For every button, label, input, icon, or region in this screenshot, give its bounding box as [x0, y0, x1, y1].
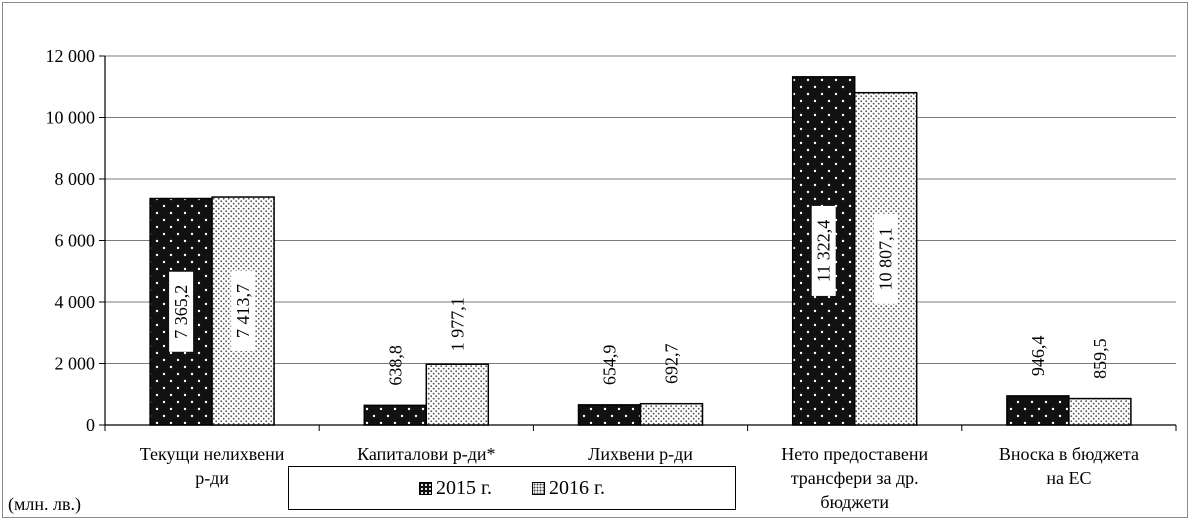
data-label: 10 807,1 [873, 213, 898, 304]
category-label: бюджети [820, 492, 889, 512]
category-label: р-ди [195, 468, 229, 488]
data-label: 638,8 [385, 345, 405, 386]
data-label-bg [231, 271, 256, 352]
y-tick-label: 10 000 [46, 108, 96, 128]
legend-swatch-2016 [532, 481, 545, 495]
legend-item-2015: 2015 г. [419, 477, 492, 500]
bar-2016 г. [425, 363, 490, 426]
data-labels: 7 365,2 7 413,7 638,8 1 977,1 654,9 692,7 11 3… [169, 205, 1110, 386]
data-label-text: 946,4 [1028, 336, 1048, 377]
bar-2015 г. [577, 404, 642, 426]
data-label: 859,5 [1090, 338, 1110, 379]
data-label-bg [169, 271, 194, 352]
bar-2015 г. [1006, 395, 1070, 426]
data-label-text: 638,8 [385, 345, 405, 386]
category-label: Нето предоставени [781, 444, 928, 464]
y-tick-label: 12 000 [46, 46, 96, 66]
y-tick-label: 2 000 [55, 354, 96, 374]
data-label-text: 859,5 [1090, 338, 1110, 379]
y-axis-ticks: 0 2 000 4 000 6 000 8 000 10 000 12 000 [46, 46, 1177, 435]
data-label: 654,9 [600, 345, 620, 386]
data-label-text: 654,9 [600, 345, 620, 386]
unit-label: (млн. лв.) [8, 494, 81, 514]
data-label-bg [873, 213, 898, 304]
legend-item-2016: 2016 г. [532, 477, 605, 500]
y-tick-label: 4 000 [55, 292, 96, 312]
data-label: 11 322,4 [811, 205, 836, 296]
y-tick-label: 6 000 [55, 231, 96, 251]
category-labels: Текущи нелихвени р-ди Капиталови р-ди* Лихв… [140, 444, 1139, 512]
legend-swatch-2015 [419, 481, 433, 495]
data-label-text: 7 365,2 [171, 285, 191, 339]
gridlines [105, 55, 1176, 426]
data-label: 692,7 [662, 343, 682, 384]
bars [149, 76, 1132, 426]
bar-2015 г. [149, 197, 213, 426]
legend-label-2015: 2015 г. [436, 476, 492, 499]
category-label: на ЕС [1046, 468, 1091, 488]
data-label-text: 10 807,1 [876, 227, 896, 290]
category-label: Лихвени р-ди [588, 444, 693, 464]
bar-2015 г. [363, 404, 428, 426]
data-label: 1 977,1 [447, 297, 467, 351]
bar-2016 г. [211, 196, 275, 426]
bar-2016 г. [639, 402, 704, 426]
legend-label-2016: 2016 г. [549, 476, 605, 499]
data-label-text: 692,7 [662, 343, 682, 384]
data-label-text: 11 322,4 [814, 220, 834, 282]
data-label: 7 413,7 [231, 271, 256, 352]
data-label-bg [811, 205, 836, 296]
category-label: Текущи нелихвени [140, 444, 285, 464]
data-label: 946,4 [1028, 336, 1048, 377]
legend: 2015 г. 2016 г. [288, 466, 736, 510]
category-label: трансфери за др. [791, 468, 919, 488]
bar-2016 г. [1068, 397, 1132, 426]
data-label-text: 7 413,7 [233, 284, 253, 338]
data-label: 7 365,2 [169, 271, 194, 352]
y-tick-label: 0 [86, 415, 95, 435]
category-label: Вноска в бюджета [999, 444, 1139, 464]
category-label: Капиталови р-ди* [357, 444, 495, 464]
y-tick-label: 8 000 [55, 169, 96, 189]
data-label-text: 1 977,1 [447, 297, 467, 351]
